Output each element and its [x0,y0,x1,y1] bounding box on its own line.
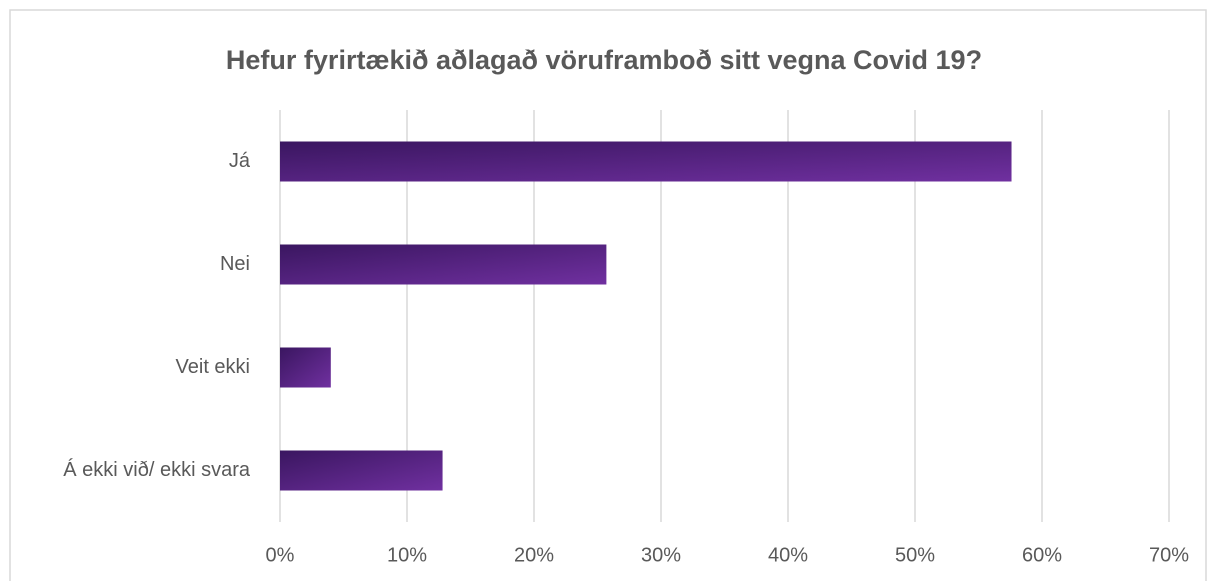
bar [280,347,331,388]
x-tick-label: 20% [514,544,554,566]
y-tick-label: Nei [220,253,250,275]
x-tick-label: 30% [641,544,681,566]
x-tick-label: 0% [266,544,295,566]
x-tick-label: 50% [895,544,935,566]
y-tick-label: Veit ekki [176,356,250,378]
x-tick-label: 60% [1022,544,1062,566]
y-tick-label: Á ekki við/ ekki svara [63,458,251,481]
bar [280,450,443,491]
chart-title: Hefur fyrirtækið aðlagað vöruframboð sit… [226,45,982,75]
y-tick-label: Já [229,150,251,172]
bar [280,141,1012,182]
x-tick-label: 40% [768,544,808,566]
chart-frame [9,9,1207,581]
bar [280,244,607,285]
x-tick-label: 70% [1149,544,1189,566]
x-tick-label: 10% [387,544,427,566]
